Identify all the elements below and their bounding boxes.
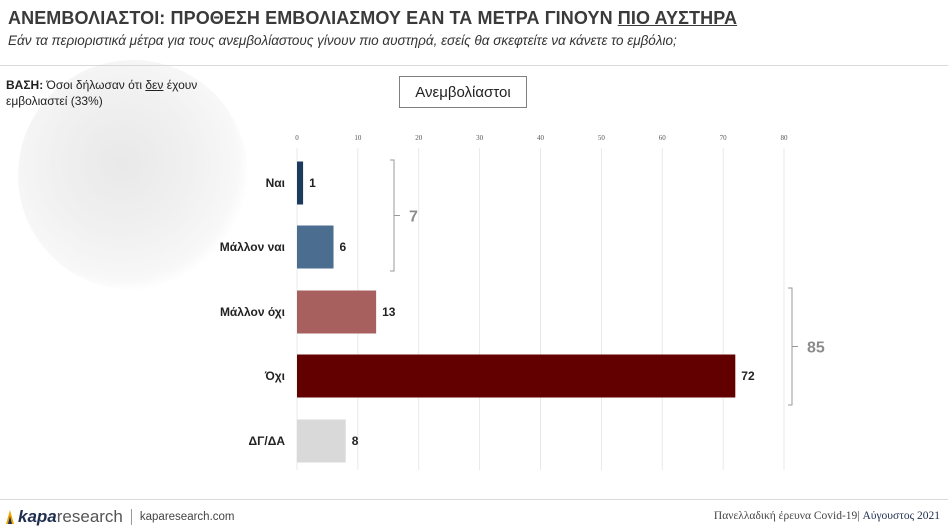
- category-label: ΔΓ/ΔΑ: [249, 434, 286, 448]
- data-label: 6: [340, 240, 347, 254]
- data-label: 1: [309, 176, 316, 190]
- x-tick-label: 0: [295, 134, 299, 142]
- bracket-total: 85: [807, 340, 825, 357]
- logo-separator: [130, 509, 132, 525]
- legend-label: Ανεμβολίαστοι: [415, 83, 511, 101]
- category-label: Όχι: [264, 369, 285, 383]
- bracket: [390, 159, 395, 272]
- base-text-emphasis: δεν: [145, 78, 164, 92]
- base-note: ΒΑΣΗ: Όσοι δήλωσαν ότι δεν έχουν εμβολια…: [6, 77, 236, 109]
- header-divider: [0, 65, 948, 66]
- x-tick-label: 10: [354, 134, 362, 142]
- bracket: [788, 287, 793, 406]
- base-label: ΒΑΣΗ:: [6, 78, 44, 92]
- x-tick-label: 30: [476, 134, 484, 142]
- base-text-pre: Όσοι δήλωσαν ότι: [43, 78, 146, 92]
- category-label: Ναι: [266, 176, 285, 190]
- virus-watermark: [18, 60, 248, 290]
- survey-date: Αύγουστος 2021: [862, 510, 940, 522]
- category-label: Μάλλον όχι: [220, 305, 285, 319]
- data-label: 13: [382, 305, 396, 319]
- x-tick-label: 60: [659, 134, 667, 142]
- data-label: 8: [352, 434, 359, 448]
- x-tick-label: 70: [720, 134, 728, 142]
- legend-box: Ανεμβολίαστοι: [399, 76, 527, 108]
- survey-note: Πανελλαδική έρευνα Covid-19| Αύγουστος 2…: [714, 510, 940, 522]
- page-subtitle: Εάν τα περιοριστικά μέτρα για τους ανεμβ…: [8, 33, 677, 48]
- data-label: 72: [741, 369, 755, 383]
- bar: [297, 419, 346, 463]
- bar: [297, 290, 377, 334]
- bar: [297, 161, 304, 205]
- bar: [297, 225, 334, 269]
- bar-chart: 0 10 20 30 40 50 60 70 80 Ναι 1 Μάλλον ναι 6 Μάλλον ό…: [220, 134, 825, 470]
- bracket-total: 7: [409, 209, 418, 226]
- kapa-research-logo: kapa research kaparesearch.com: [4, 507, 235, 527]
- page-title: ΑΝΕΜΒΟΛΙΑΣΤΟΙ: ΠΡΟΘΕΣΗ ΕΜΒΟΛΙΑΣΜΟΥ ΕΑΝ Τ…: [8, 8, 737, 29]
- title-main: ΑΝΕΜΒΟΛΙΑΣΤΟΙ: ΠΡΟΘΕΣΗ ΕΜΒΟΛΙΑΣΜΟΥ ΕΑΝ Τ…: [8, 8, 618, 28]
- website-url[interactable]: kaparesearch.com: [139, 511, 235, 523]
- base-text-post: έχουν εμβολιαστεί (33%): [6, 78, 198, 108]
- x-tick-label: 20: [415, 134, 423, 142]
- x-tick-label: 80: [781, 134, 789, 142]
- survey-name: Πανελλαδική έρευνα Covid-19|: [713, 510, 863, 522]
- footer-divider: [0, 499, 948, 500]
- logo-wordmark-light: research: [56, 507, 123, 526]
- kapa-logo-icon: [6, 510, 14, 524]
- title-emphasis: ΠΙΟ ΑΥΣΤΗΡΑ: [617, 8, 738, 28]
- logo-wordmark-bold: kapa: [18, 507, 57, 526]
- bar: [297, 354, 736, 398]
- category-label: Μάλλον ναι: [220, 240, 285, 254]
- x-tick-label: 50: [598, 134, 606, 142]
- x-tick-label: 40: [537, 134, 545, 142]
